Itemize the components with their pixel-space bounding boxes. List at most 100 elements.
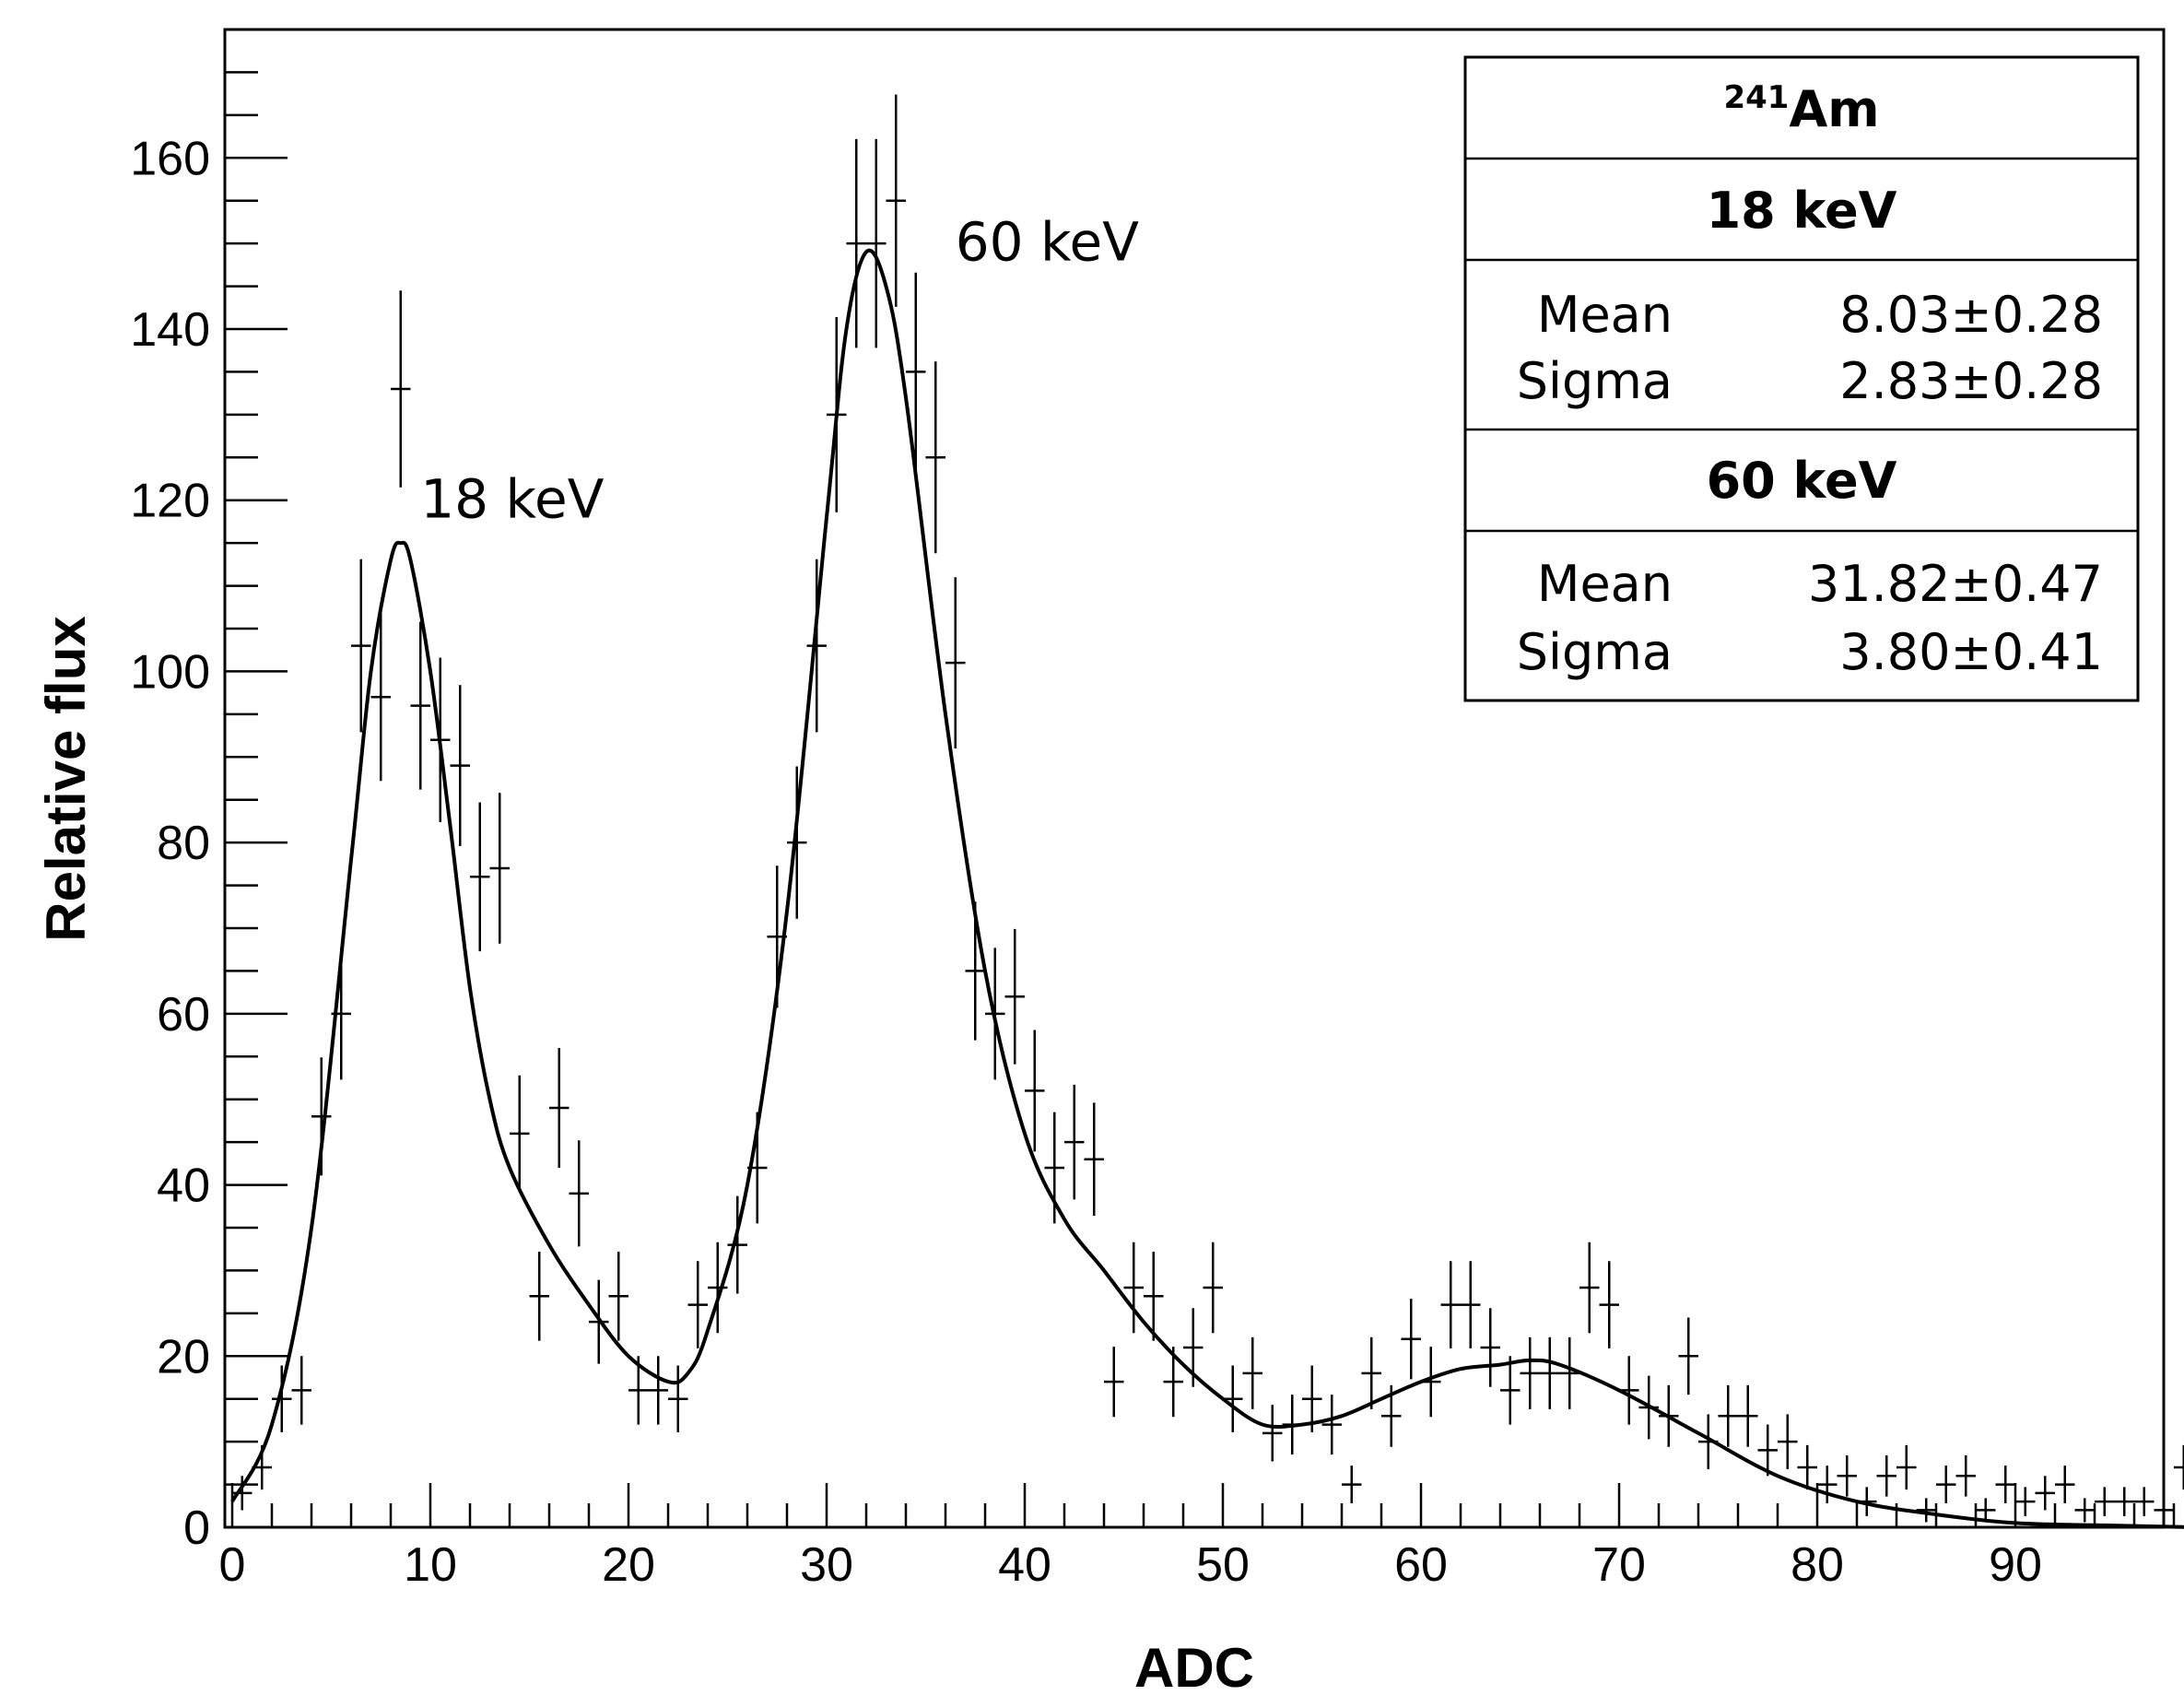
data-point — [549, 1048, 569, 1168]
stats-section-18kev-header: 18 keV — [1707, 182, 1897, 240]
data-point — [1995, 1466, 2015, 1503]
data-point — [1599, 1261, 1619, 1348]
data-point — [1163, 1347, 1183, 1418]
plot-frame — [223, 28, 2166, 1529]
data-point — [391, 290, 411, 488]
data-point — [1817, 1466, 1838, 1503]
data-point — [1936, 1466, 1956, 1503]
data-point — [1302, 1365, 1322, 1432]
data-point — [1837, 1455, 1857, 1497]
data-point — [2095, 1487, 2115, 1516]
data-point — [2134, 1487, 2155, 1516]
data-point — [1064, 1084, 1085, 1200]
data-point — [1242, 1336, 1262, 1409]
stats-60kev-sigma-label: Sigma — [1517, 623, 1673, 681]
data-point — [1361, 1336, 1381, 1409]
data-point — [727, 1195, 747, 1294]
data-point — [1144, 1252, 1164, 1341]
data-point — [569, 1140, 589, 1247]
data-point — [1540, 1336, 1560, 1409]
data-points — [232, 94, 2184, 1523]
peak-annotation-18kev: 18 keV — [420, 467, 604, 530]
data-point — [2035, 1476, 2055, 1511]
x-tick-label: 70 — [1592, 1538, 1646, 1592]
data-point — [806, 559, 827, 733]
data-point — [410, 621, 430, 790]
data-point — [1955, 1455, 1976, 1497]
data-point — [1718, 1384, 1738, 1447]
data-point — [1084, 1102, 1104, 1216]
data-point — [1916, 1498, 1936, 1523]
data-point — [351, 559, 371, 733]
data-point — [846, 138, 866, 348]
y-axis-title: Relative flux — [35, 616, 97, 941]
stats-18kev-mean-label: Mean — [1537, 286, 1673, 344]
data-point — [1778, 1414, 1798, 1469]
data-point — [1976, 1498, 1996, 1523]
stats-section-60kev-header: 60 keV — [1707, 452, 1897, 510]
x-tick-label: 90 — [1989, 1538, 2042, 1592]
stats-title-element: Am — [1789, 80, 1879, 138]
data-point — [1401, 1299, 1421, 1380]
data-point — [1025, 1030, 1045, 1152]
data-point — [1223, 1365, 1243, 1432]
data-point — [648, 1356, 668, 1425]
y-tick-label: 120 — [130, 475, 210, 528]
data-point — [470, 802, 490, 952]
data-point — [1203, 1242, 1223, 1334]
data-point — [1896, 1444, 1917, 1490]
data-point — [1876, 1455, 1896, 1497]
data-point — [450, 685, 470, 846]
data-point — [1123, 1242, 1144, 1334]
data-point — [1440, 1261, 1461, 1348]
data-point — [1321, 1395, 1342, 1455]
stats-box: 241Am 18 keV Mean 8.03±0.28 Sigma 2.83±0… — [1463, 55, 2140, 702]
data-point — [1104, 1347, 1124, 1418]
y-tick-label: 140 — [130, 303, 210, 357]
y-tick-label: 0 — [183, 1501, 210, 1555]
fit-curve — [230, 248, 2184, 1529]
x-tick-labels: 0 10 20 30 40 50 60 70 80 90 — [219, 1538, 2042, 1592]
data-point — [628, 1356, 649, 1425]
data-point — [1342, 1466, 1362, 1503]
data-point — [272, 1365, 292, 1432]
peak-annotation-60kev: 60 keV — [956, 211, 1139, 274]
data-point — [1559, 1336, 1579, 1409]
data-point — [1738, 1384, 1758, 1447]
data-point — [1520, 1336, 1540, 1409]
x-tick-label: 30 — [800, 1538, 853, 1592]
stats-title-superscript: 241 — [1723, 79, 1789, 116]
y-tick-label: 80 — [157, 817, 210, 870]
x-tick-label: 0 — [219, 1538, 246, 1592]
y-tick-label: 100 — [130, 645, 210, 699]
data-point — [529, 1252, 549, 1341]
x-tick-label: 10 — [404, 1538, 457, 1592]
stats-18kev-mean-value: 8.03±0.28 — [1839, 286, 2103, 344]
data-point — [1579, 1242, 1600, 1334]
data-point — [291, 1356, 311, 1425]
data-point — [2015, 1487, 2036, 1516]
stats-title: 241Am — [1723, 79, 1879, 138]
x-tick-label: 60 — [1394, 1538, 1448, 1592]
data-point — [787, 766, 807, 919]
data-point — [2074, 1498, 2095, 1523]
x-axis-title: ADC — [1134, 1637, 1254, 1699]
data-point — [2114, 1487, 2134, 1516]
stats-18kev-sigma-label: Sigma — [1517, 352, 1673, 410]
data-point — [1461, 1261, 1481, 1348]
data-point — [1004, 928, 1025, 1065]
x-tick-label: 20 — [602, 1538, 655, 1592]
stats-box-frame — [1463, 55, 2140, 702]
data-point — [1797, 1444, 1817, 1490]
stats-60kev-mean-label: Mean — [1537, 555, 1673, 613]
data-point — [510, 1075, 530, 1192]
y-tick-label: 40 — [157, 1160, 210, 1213]
data-point — [1678, 1317, 1698, 1395]
stats-60kev-sigma-value: 3.80±0.41 — [1839, 623, 2103, 681]
data-point — [886, 94, 906, 307]
y-tick-label: 60 — [157, 988, 210, 1042]
minor-ticks — [225, 28, 2176, 1527]
data-point — [1262, 1405, 1283, 1462]
data-point — [925, 361, 945, 554]
